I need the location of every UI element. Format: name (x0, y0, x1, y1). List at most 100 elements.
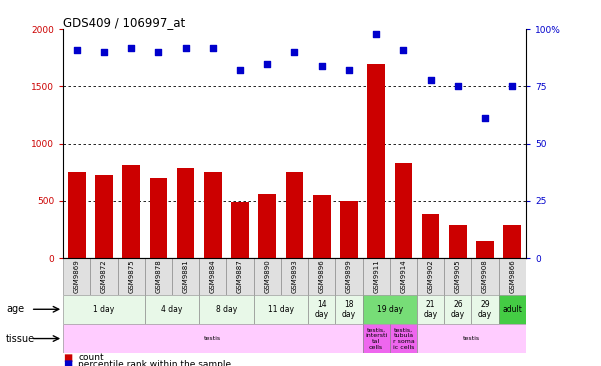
Text: GSM9878: GSM9878 (156, 259, 162, 293)
Bar (118, 258, 145, 295)
Text: GSM9905: GSM9905 (455, 259, 461, 293)
Bar (95, 175, 113, 258)
Bar (308, 258, 335, 295)
Text: GSM9902: GSM9902 (427, 259, 433, 293)
Bar (499, 258, 526, 295)
Bar (476, 241, 494, 258)
Bar (417, 295, 444, 324)
Point (263, 61, 272, 67)
Bar (422, 214, 439, 258)
Text: GSM9914: GSM9914 (400, 259, 406, 293)
Bar (281, 258, 308, 295)
Text: GDS409 / 106997_at: GDS409 / 106997_at (63, 16, 185, 29)
Text: GSM9893: GSM9893 (291, 259, 297, 293)
Text: GSM9890: GSM9890 (264, 259, 270, 293)
Bar (394, 163, 412, 258)
Text: GSM9899: GSM9899 (346, 259, 352, 293)
Bar (123, 165, 140, 258)
Bar (63, 324, 362, 353)
Text: GSM9884: GSM9884 (210, 259, 216, 293)
Text: tissue: tissue (6, 333, 35, 344)
Bar (444, 258, 471, 295)
Bar (362, 258, 390, 295)
Bar (417, 324, 526, 353)
Point (317, 63, 326, 69)
Bar (417, 258, 444, 295)
Bar (390, 324, 417, 353)
Bar (285, 172, 304, 258)
Text: testis,
intersti
tal
cells: testis, intersti tal cells (365, 327, 387, 350)
Text: GSM9887: GSM9887 (237, 259, 243, 293)
Point (290, 49, 299, 55)
Bar (313, 195, 331, 258)
Text: 19 day: 19 day (377, 305, 403, 314)
Point (398, 47, 408, 53)
Point (344, 68, 354, 74)
Bar (471, 295, 499, 324)
Point (181, 45, 191, 51)
Text: 26
day: 26 day (451, 299, 465, 319)
Text: GSM9881: GSM9881 (183, 259, 189, 293)
Text: GSM9872: GSM9872 (101, 259, 107, 293)
Point (72, 47, 82, 53)
Bar (367, 64, 385, 258)
Text: 4 day: 4 day (161, 305, 183, 314)
Text: GSM9869: GSM9869 (74, 259, 80, 293)
Bar (204, 172, 222, 258)
Text: 21
day: 21 day (424, 299, 438, 319)
Bar (504, 225, 521, 258)
Point (208, 45, 218, 51)
Text: testis: testis (204, 336, 221, 341)
Bar (335, 258, 362, 295)
Text: 8 day: 8 day (216, 305, 237, 314)
Bar (362, 324, 390, 353)
Point (371, 31, 381, 37)
Bar (145, 295, 199, 324)
Text: ■: ■ (63, 359, 72, 366)
Text: age: age (6, 304, 24, 314)
Point (453, 83, 463, 89)
Point (99, 49, 109, 55)
Bar (199, 295, 254, 324)
Bar (449, 225, 466, 258)
Text: GSM9875: GSM9875 (128, 259, 134, 293)
Bar (145, 258, 172, 295)
Bar (227, 258, 254, 295)
Bar (63, 258, 90, 295)
Text: 18
day: 18 day (342, 299, 356, 319)
Bar (335, 295, 362, 324)
Text: GSM9911: GSM9911 (373, 259, 379, 293)
Bar (499, 295, 526, 324)
Bar (254, 258, 281, 295)
Bar (362, 295, 417, 324)
Bar (199, 258, 227, 295)
Bar (63, 295, 145, 324)
Text: count: count (78, 354, 104, 362)
Text: 14
day: 14 day (315, 299, 329, 319)
Text: 11 day: 11 day (268, 305, 294, 314)
Bar (68, 172, 85, 258)
Text: GSM9866: GSM9866 (509, 259, 515, 293)
Text: percentile rank within the sample: percentile rank within the sample (78, 360, 231, 366)
Bar (444, 295, 471, 324)
Point (426, 77, 435, 83)
Text: 29
day: 29 day (478, 299, 492, 319)
Bar (308, 295, 335, 324)
Text: testis,
tubula
r soma
ic cells: testis, tubula r soma ic cells (392, 327, 414, 350)
Bar (231, 202, 249, 258)
Bar (340, 201, 358, 258)
Bar (172, 258, 199, 295)
Bar (254, 295, 308, 324)
Bar (90, 258, 118, 295)
Bar (177, 168, 195, 258)
Bar (471, 258, 499, 295)
Text: GSM9896: GSM9896 (319, 259, 325, 293)
Text: testis: testis (463, 336, 480, 341)
Text: ■: ■ (63, 353, 72, 363)
Text: GSM9908: GSM9908 (482, 259, 488, 293)
Point (126, 45, 136, 51)
Bar (258, 194, 276, 258)
Point (235, 68, 245, 74)
Point (480, 116, 490, 122)
Point (507, 83, 517, 89)
